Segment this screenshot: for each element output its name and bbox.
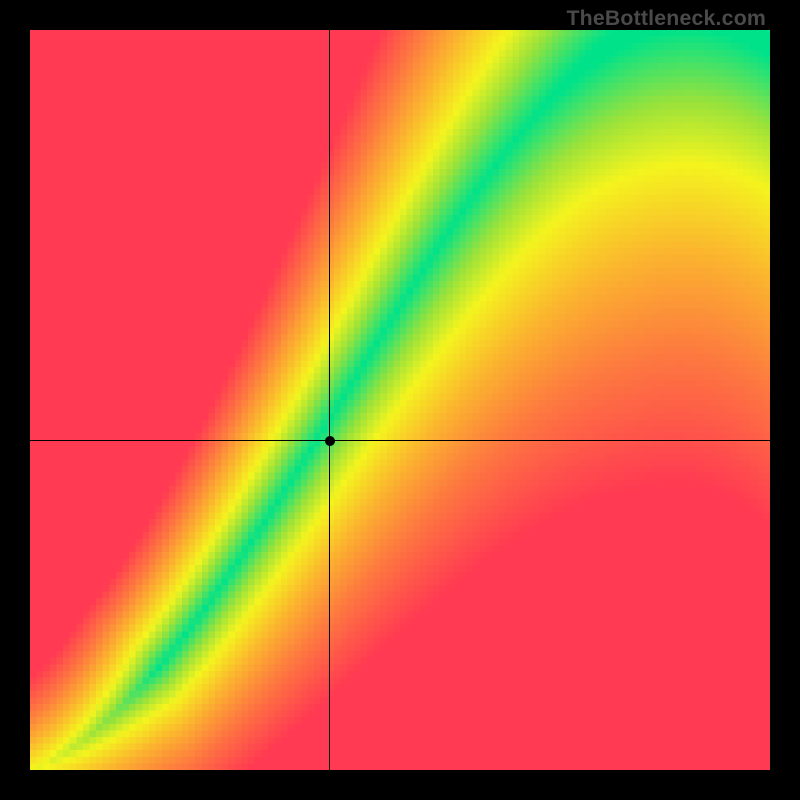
crosshair-horizontal (30, 440, 770, 441)
source-watermark: TheBottleneck.com (566, 6, 766, 31)
heatmap-plot-area (30, 30, 770, 770)
crosshair-vertical (329, 30, 330, 770)
highlight-point (325, 436, 335, 446)
heatmap-canvas (30, 30, 770, 770)
chart-outer-frame (0, 0, 800, 800)
